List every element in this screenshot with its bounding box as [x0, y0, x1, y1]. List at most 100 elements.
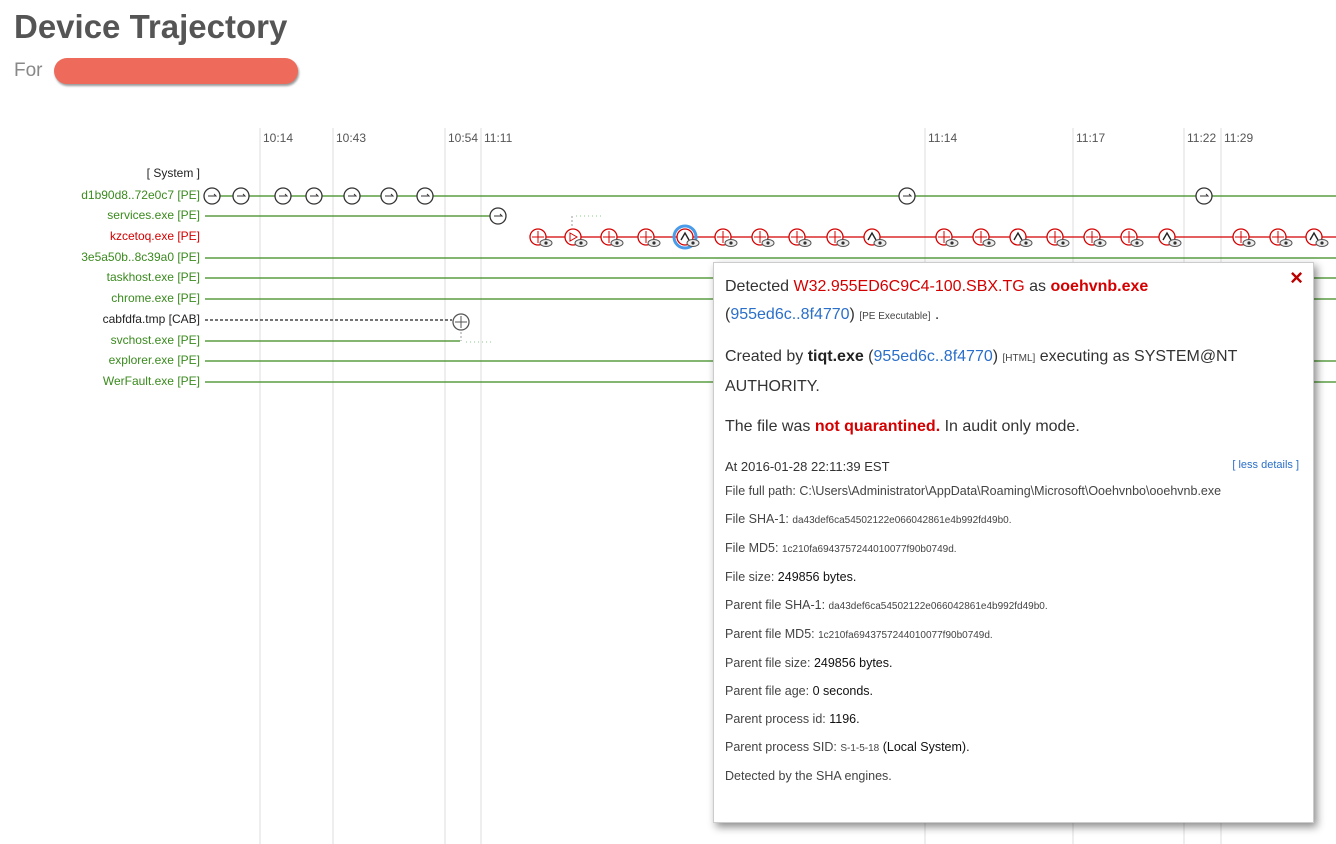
summary-line: Created by tiqt.exe (955ed6c..8f4770) [H…	[725, 343, 1299, 401]
less-details[interactable]: [ less details ]	[1232, 459, 1299, 471]
detail-line: Detected by the SHA engines.	[725, 766, 1299, 787]
detail-line: Parent file SHA-1: da43def6ca54502122e06…	[725, 595, 1299, 617]
text-segment: Parent file size:	[725, 656, 814, 670]
text-segment: ooehvnb.exe	[1050, 278, 1149, 295]
summary: Detected W32.955ED6C9C4-100.SBX.TG as oo…	[725, 273, 1299, 441]
event-glyph	[385, 193, 395, 197]
row-label: WerFault.exe [PE]	[103, 374, 200, 388]
event-glyph	[1200, 193, 1210, 197]
event-glyph	[1235, 231, 1247, 243]
eye-pupil	[1135, 241, 1139, 245]
event-glyph	[569, 232, 579, 242]
text-segment: (Local System).	[879, 740, 970, 754]
text-segment: S-1-5-18	[840, 743, 880, 754]
detail-line: Parent file MD5: 1c210fa6943757244010077…	[725, 624, 1299, 646]
event-glyph	[1086, 231, 1098, 243]
text-segment: File size:	[725, 570, 778, 584]
text-segment: File SHA-1:	[725, 512, 793, 526]
eye-pupil	[579, 241, 583, 245]
eye-pupil	[1061, 241, 1065, 245]
event-glyph	[279, 193, 289, 197]
event-glyph	[754, 231, 766, 243]
event-glyph	[455, 316, 467, 328]
event-glyph	[1123, 231, 1135, 243]
time-label: 11:29	[1224, 131, 1253, 145]
summary-line: Detected W32.955ED6C9C4-100.SBX.TG as oo…	[725, 273, 1299, 301]
text-segment: )	[992, 348, 1003, 365]
redacted-device	[54, 58, 298, 84]
time-label: 11:17	[1076, 131, 1105, 145]
event-glyph	[829, 231, 841, 243]
row-label: taskhost.exe [PE]	[107, 270, 200, 284]
event-glyph	[421, 193, 431, 197]
text-segment: (	[725, 306, 731, 323]
timestamp: At 2016-01-28 22:11:39 EST	[725, 459, 890, 474]
event-glyph	[1162, 231, 1172, 241]
eye-pupil	[1247, 241, 1251, 245]
text-segment: 0 seconds.	[812, 684, 874, 698]
detail-line: Parent process SID: S-1-5-18 (Local Syst…	[725, 737, 1299, 759]
text-segment: 249856 bytes.	[777, 570, 857, 584]
text-segment: Parent file age:	[725, 684, 813, 698]
event-glyph	[903, 193, 913, 197]
eye-pupil	[1024, 241, 1028, 245]
eye-pupil	[544, 241, 548, 245]
detail-line: File full path: C:\Users\Administrator\A…	[725, 481, 1299, 502]
eye-pupil	[766, 241, 770, 245]
event-glyph	[603, 231, 615, 243]
eye-pupil	[1098, 241, 1102, 245]
event-glyph	[310, 193, 320, 197]
event-glyph	[1309, 231, 1319, 241]
text-segment: Parent process id:	[725, 712, 830, 726]
event-glyph	[975, 231, 987, 243]
time-label: 10:54	[448, 131, 478, 145]
eye-pupil	[987, 241, 991, 245]
event-glyph	[1272, 231, 1284, 243]
text-segment: Detected by the SHA engines.	[725, 769, 892, 783]
event-glyph	[938, 231, 950, 243]
details: File full path: C:\Users\Administrator\A…	[725, 481, 1299, 787]
time-label: 11:22	[1187, 131, 1216, 145]
text-segment: [PE Executable]	[859, 311, 931, 322]
detail-popup: × Detected W32.955ED6C9C4-100.SBX.TG as …	[713, 262, 1314, 823]
event-glyph	[237, 193, 247, 197]
detail-line: Parent file age: 0 seconds.	[725, 681, 1299, 702]
for-label: For	[14, 60, 43, 81]
row-label: explorer.exe [PE]	[109, 353, 200, 367]
row-label: services.exe [PE]	[107, 208, 200, 222]
text-segment: .	[930, 306, 940, 323]
event-glyph	[532, 231, 544, 243]
event-glyph	[1049, 231, 1061, 243]
eye-pupil	[878, 241, 882, 245]
event-glyph	[680, 231, 690, 241]
time-label: 11:14	[928, 131, 957, 145]
eye-pupil	[691, 241, 695, 245]
event-glyph	[791, 231, 803, 243]
eye-pupil	[950, 241, 954, 245]
detail-line: File size: 249856 bytes.	[725, 567, 1299, 588]
text-segment: 249856 bytes.	[813, 656, 893, 670]
text-segment: Parent file SHA-1:	[725, 598, 829, 612]
eye-pupil	[1173, 241, 1177, 245]
text-segment: da43def6ca54502122e066042861e4b992fd49b0…	[792, 515, 1012, 526]
eye-pupil	[729, 241, 733, 245]
text-segment: Detected	[725, 278, 794, 295]
page-title: Device Trajectory	[14, 8, 288, 45]
timestamp-row: At 2016-01-28 22:11:39 EST [ less detail…	[725, 459, 1299, 474]
text-segment: not quarantined.	[814, 418, 941, 435]
event-glyph	[717, 231, 729, 243]
text-segment: C:\Users\Administrator\AppData\Roaming\M…	[799, 484, 1222, 498]
row-label: chrome.exe [PE]	[111, 291, 200, 305]
row-label: 3e5a50b..8c39a0 [PE]	[81, 250, 200, 264]
text-segment: 1c210fa6943757244010077f90b0749d.	[781, 544, 957, 555]
close-button[interactable]: ×	[1290, 265, 1303, 290]
text-segment: 955ed6c..8f4770	[873, 348, 993, 365]
eye-pupil	[1320, 241, 1324, 245]
detail-line: Parent file size: 249856 bytes.	[725, 653, 1299, 674]
text-segment: Parent file MD5:	[725, 627, 819, 641]
event-glyph	[1013, 231, 1023, 241]
text-segment: )	[849, 306, 860, 323]
summary-line: The file was not quarantined. In audit o…	[725, 413, 1299, 441]
